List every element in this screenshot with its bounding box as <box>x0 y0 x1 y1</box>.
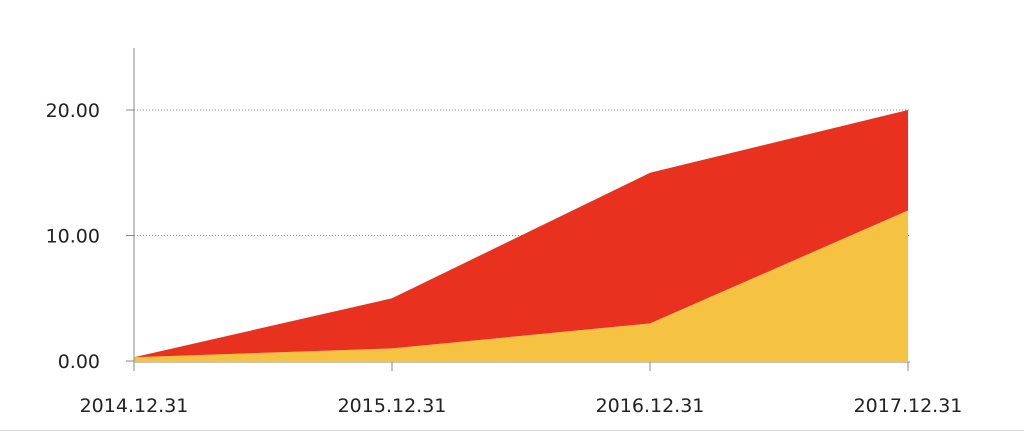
area-series-2 <box>134 110 908 358</box>
areas <box>134 110 908 361</box>
y-tick-label: 0.00 <box>58 351 100 373</box>
tick-labels: 0.00 10.00 20.00 2014.12.31 2015.12.31 2016.1… <box>46 100 963 417</box>
x-tick-label: 2015.12.31 <box>338 395 447 417</box>
y-tick-label: 10.00 <box>46 226 100 248</box>
x-tick-label: 2016.12.31 <box>596 395 705 417</box>
y-tick-label: 20.00 <box>46 100 100 122</box>
x-tick-label: 2017.12.31 <box>854 395 963 417</box>
area-series-1 <box>134 210 908 361</box>
axes <box>126 48 910 371</box>
x-tick-label: 2014.12.31 <box>80 395 189 417</box>
